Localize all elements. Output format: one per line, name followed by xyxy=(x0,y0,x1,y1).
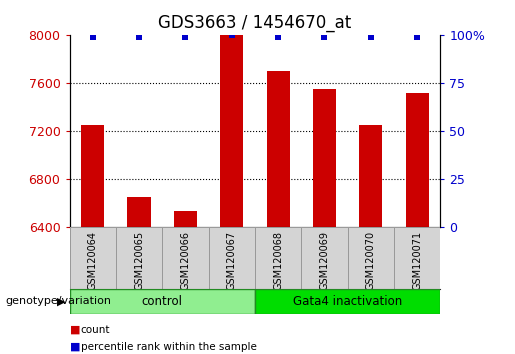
Bar xyxy=(301,227,348,289)
Bar xyxy=(394,227,440,289)
Bar xyxy=(313,89,336,227)
Bar xyxy=(70,289,255,314)
Bar xyxy=(405,93,428,227)
Text: GSM120065: GSM120065 xyxy=(134,231,144,290)
Text: GDS3663 / 1454670_at: GDS3663 / 1454670_at xyxy=(158,14,352,32)
Bar xyxy=(162,227,209,289)
Bar xyxy=(116,227,162,289)
Bar xyxy=(267,71,289,227)
Text: GSM120064: GSM120064 xyxy=(88,231,98,290)
Text: GSM120066: GSM120066 xyxy=(180,231,191,290)
Text: genotype/variation: genotype/variation xyxy=(5,296,111,306)
Point xyxy=(89,34,97,40)
Text: percentile rank within the sample: percentile rank within the sample xyxy=(81,342,257,352)
Point xyxy=(274,34,282,40)
Bar xyxy=(348,227,394,289)
Text: ▶: ▶ xyxy=(57,296,65,306)
Point xyxy=(413,34,421,40)
Bar xyxy=(128,197,150,227)
Text: GSM120068: GSM120068 xyxy=(273,231,283,290)
Text: ■: ■ xyxy=(70,325,80,335)
Bar xyxy=(174,211,197,227)
Bar xyxy=(70,227,116,289)
Bar xyxy=(255,227,301,289)
Text: count: count xyxy=(81,325,110,335)
Text: GSM120067: GSM120067 xyxy=(227,231,237,290)
Text: Gata4 inactivation: Gata4 inactivation xyxy=(293,295,402,308)
Bar xyxy=(220,35,243,227)
Point xyxy=(367,34,375,40)
Bar xyxy=(359,125,382,227)
Point xyxy=(228,33,236,38)
Bar xyxy=(81,125,104,227)
Text: GSM120070: GSM120070 xyxy=(366,231,376,290)
Text: GSM120069: GSM120069 xyxy=(319,231,330,290)
Bar xyxy=(209,227,255,289)
Point xyxy=(181,34,190,40)
Bar xyxy=(255,289,440,314)
Text: ■: ■ xyxy=(70,342,80,352)
Text: control: control xyxy=(142,295,183,308)
Point xyxy=(320,34,329,40)
Text: GSM120071: GSM120071 xyxy=(412,231,422,290)
Point xyxy=(135,34,143,40)
